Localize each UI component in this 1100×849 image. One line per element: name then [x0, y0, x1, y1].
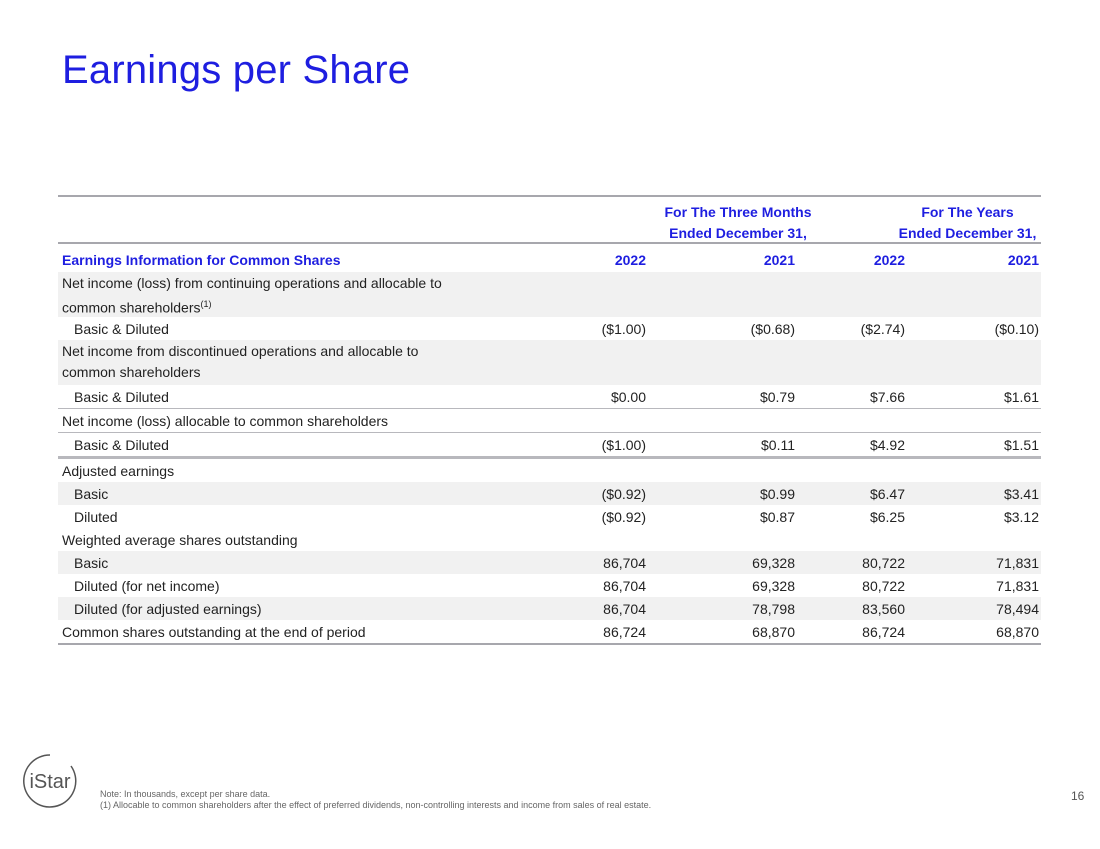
table-row: Net income from discontinued operations …: [58, 340, 1041, 385]
table-row: Net income (loss) from continuing operat…: [58, 272, 1041, 317]
cell: $7.66: [869, 388, 905, 405]
row-label: Net income (loss) allocable to common sh…: [62, 412, 389, 429]
header-label: Earnings Information for Common Shares: [62, 252, 341, 268]
cell: $0.11: [761, 436, 795, 453]
table-row: Common shares outstanding at the end of …: [58, 620, 1041, 645]
group-years: For The Years Ended December 31,: [870, 202, 1065, 244]
table-row: Net income (loss) allocable to common sh…: [58, 408, 1041, 432]
cell: ($2.74): [860, 320, 905, 337]
cell: $4.92: [869, 436, 905, 453]
group-three-months-line1: For The Three Months: [664, 204, 812, 220]
logo-text: iStar: [29, 771, 70, 793]
row-label: Weighted average shares outstanding: [62, 531, 298, 548]
row-label: Diluted: [74, 508, 118, 525]
table-row: Basic & Diluted ($1.00) $0.11 $4.92 $1.5…: [58, 432, 1041, 456]
cell: ($1.00): [601, 436, 646, 453]
logo-ring: [23, 754, 77, 808]
cell: $1.61: [1003, 388, 1039, 405]
header-col-4: 2021: [1007, 252, 1039, 268]
istar-logo: iStar: [23, 754, 77, 808]
group-three-months: For The Three Months Ended December 31,: [618, 202, 858, 244]
cell: $6.47: [869, 485, 905, 502]
cell: $6.25: [869, 508, 905, 525]
header-col-1: 2022: [614, 252, 646, 268]
row-label-line1: Net income from discontinued operations …: [62, 343, 419, 359]
cell: ($0.92): [601, 508, 646, 525]
cell: 80,722: [862, 554, 905, 571]
cell: $0.00: [610, 388, 646, 405]
cell: $0.87: [759, 508, 795, 525]
note-line-2: (1) Allocable to common shareholders aft…: [100, 800, 652, 810]
cell: $0.99: [759, 485, 795, 502]
row-label: Basic: [74, 485, 109, 502]
header-col-2: 2021: [763, 252, 795, 268]
cell: 69,328: [752, 577, 795, 594]
header-rule: [58, 242, 1041, 244]
table-row: Basic 86,704 69,328 80,722 71,831: [58, 551, 1041, 574]
footnotes: Note: In thousands, except per share dat…: [100, 789, 651, 811]
cell: 78,798: [752, 600, 795, 617]
table-row: Weighted average shares outstanding: [58, 528, 1041, 551]
cell: $0.79: [759, 388, 795, 405]
table-header-row: Earnings Information for Common Shares 2…: [58, 244, 1041, 272]
header-col-3: 2022: [873, 252, 905, 268]
earnings-table: For The Three Months Ended December 31, …: [58, 195, 1041, 645]
group-years-line1: For The Years: [921, 204, 1014, 220]
row-label: Basic & Diluted: [74, 388, 169, 405]
row-label: Basic & Diluted: [74, 320, 169, 337]
table-row: Basic & Diluted ($1.00) ($0.68) ($2.74) …: [58, 317, 1041, 340]
cell: 86,704: [603, 600, 646, 617]
row-label: Net income from discontinued operations …: [58, 340, 558, 383]
note-line-1: Note: In thousands, except per share dat…: [100, 789, 271, 799]
page-title: Earnings per Share: [62, 48, 411, 92]
cell: 68,870: [996, 623, 1039, 640]
cell: 83,560: [862, 600, 905, 617]
cell: $1.51: [1003, 436, 1039, 453]
row-label: Basic: [74, 554, 109, 571]
page-number: 16: [1071, 789, 1085, 803]
group-years-line2: Ended December 31,: [898, 225, 1037, 241]
cell: 80,722: [862, 577, 905, 594]
cell: ($1.00): [601, 320, 646, 337]
cell: ($0.92): [601, 485, 646, 502]
cell: ($0.68): [750, 320, 795, 337]
cell: 71,831: [996, 577, 1039, 594]
cell: 86,724: [603, 623, 646, 640]
row-label: Common shares outstanding at the end of …: [62, 623, 366, 640]
cell: 78,494: [996, 600, 1039, 617]
table-row: Adjusted earnings: [58, 456, 1041, 482]
row-label: Net income (loss) from continuing operat…: [58, 272, 558, 319]
cell: 71,831: [996, 554, 1039, 571]
cell: 86,724: [862, 623, 905, 640]
cell: 86,704: [603, 554, 646, 571]
table-row: Basic & Diluted $0.00 $0.79 $7.66 $1.61: [58, 385, 1041, 408]
cell: 86,704: [603, 577, 646, 594]
table-row: Diluted ($0.92) $0.87 $6.25 $3.12: [58, 505, 1041, 528]
footnote-marker: (1): [200, 299, 212, 309]
row-label-line2: common shareholders: [62, 299, 201, 316]
column-group-header: For The Three Months Ended December 31, …: [58, 197, 1041, 242]
row-label-line1: Net income (loss) from continuing operat…: [62, 275, 442, 291]
row-label: Diluted (for net income): [74, 577, 220, 594]
table-row: Diluted (for net income) 86,704 69,328 8…: [58, 574, 1041, 597]
group-three-months-line2: Ended December 31,: [669, 225, 807, 241]
row-label: Basic & Diluted: [74, 436, 169, 453]
row-label: Adjusted earnings: [62, 462, 175, 479]
row-label-line2: common shareholders: [62, 364, 201, 380]
table-row: Diluted (for adjusted earnings) 86,704 7…: [58, 597, 1041, 620]
table-row: Basic ($0.92) $0.99 $6.47 $3.41: [58, 482, 1041, 505]
cell: ($0.10): [994, 320, 1039, 337]
cell: $3.41: [1003, 485, 1039, 502]
cell: 69,328: [752, 554, 795, 571]
cell: 68,870: [752, 623, 795, 640]
cell: $3.12: [1003, 508, 1039, 525]
row-label: Diluted (for adjusted earnings): [74, 600, 262, 617]
table-top-rule: [58, 195, 1041, 197]
